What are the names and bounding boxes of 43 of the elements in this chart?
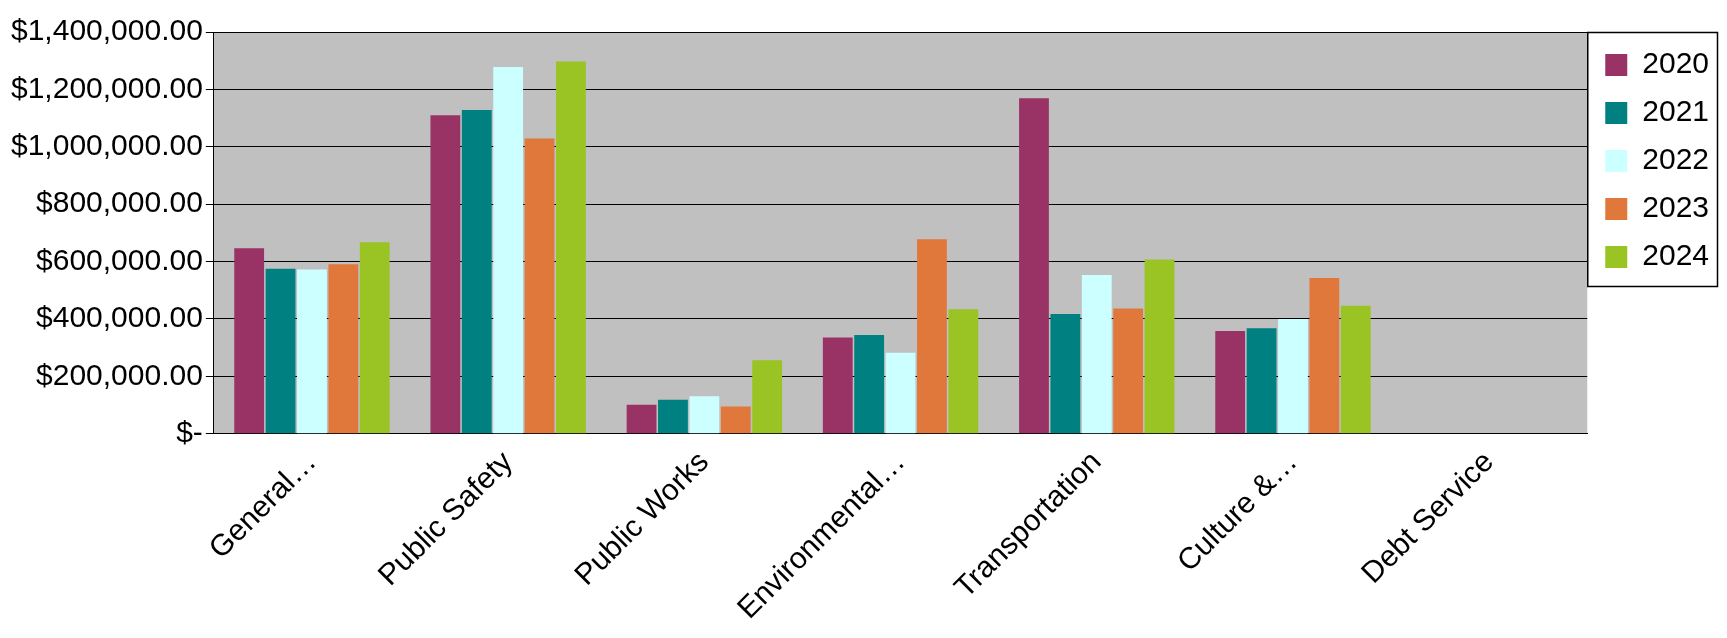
y-tick-label: $800,000.00 — [36, 185, 203, 219]
bar — [752, 360, 783, 434]
bar — [524, 138, 555, 434]
bar — [297, 269, 327, 434]
bar — [822, 337, 853, 434]
bar — [1050, 314, 1081, 434]
bar — [430, 115, 461, 434]
legend-label: 2020 — [1642, 46, 1710, 80]
bar — [1309, 277, 1340, 434]
bar — [1340, 305, 1371, 434]
bar — [1144, 259, 1175, 434]
legend-label: 2023 — [1642, 190, 1710, 224]
bar — [658, 399, 688, 434]
bar — [234, 248, 265, 434]
bar — [1113, 308, 1144, 434]
y-tick-label: $600,000.00 — [36, 242, 203, 276]
legend-label: 2021 — [1642, 94, 1710, 128]
y-tick-label: $1,400,000.00 — [10, 13, 203, 47]
bar — [461, 110, 492, 434]
bar — [948, 309, 979, 434]
bar — [328, 264, 359, 434]
bar — [689, 396, 720, 434]
bar — [493, 67, 524, 434]
y-tick-label: $400,000.00 — [36, 300, 203, 334]
bar — [917, 239, 947, 434]
y-tick-label: $1,200,000.00 — [10, 70, 203, 104]
bar — [265, 268, 296, 434]
bar — [359, 242, 390, 434]
bar — [556, 61, 586, 434]
bar — [1278, 318, 1308, 434]
bar — [626, 404, 657, 434]
legend-label: 2024 — [1642, 238, 1710, 272]
bar — [1215, 331, 1246, 434]
y-tick-label: $1,000,000.00 — [10, 128, 203, 162]
bar — [720, 406, 751, 434]
legend-label: 2022 — [1642, 142, 1710, 176]
bar — [854, 335, 885, 434]
y-tick-label: $200,000.00 — [36, 357, 203, 391]
bar — [1246, 328, 1277, 434]
bar — [1019, 98, 1049, 434]
bar — [1081, 275, 1112, 434]
bar — [885, 352, 916, 434]
y-tick-label: $- — [176, 415, 203, 448]
